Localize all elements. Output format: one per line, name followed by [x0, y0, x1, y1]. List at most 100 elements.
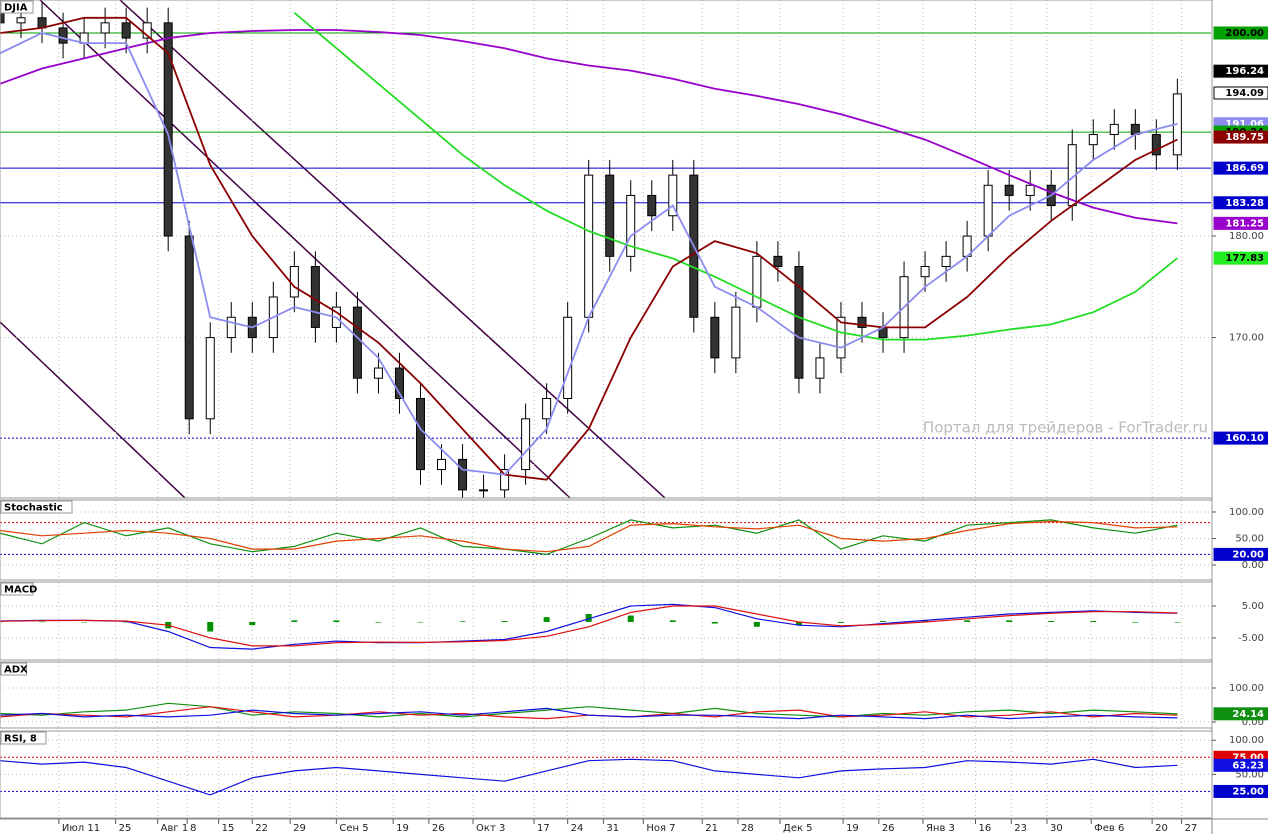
x-tick-label: 24	[571, 823, 584, 834]
watermark: Портал для трейдеров - ForTrader.ru	[923, 419, 1208, 437]
level-label: 24.14	[1232, 709, 1264, 720]
panel-title: MACD	[4, 585, 37, 596]
indicator-line	[0, 707, 1178, 720]
candle-body	[500, 469, 510, 491]
histogram-bar	[711, 621, 718, 624]
histogram-bar	[249, 621, 256, 626]
level-label-box	[1213, 758, 1268, 772]
candle-body	[205, 337, 215, 420]
level-label-box	[1213, 196, 1268, 210]
histogram-bar	[1132, 621, 1139, 623]
candle-body	[584, 174, 594, 318]
y-tick-label: 50.00	[1235, 769, 1264, 780]
candle-body	[710, 316, 720, 359]
histogram-bar	[753, 621, 760, 627]
histogram-bar	[81, 621, 88, 623]
panel-title-box	[0, 500, 73, 514]
candle-body	[794, 266, 804, 379]
trend-line	[0, 321, 186, 498]
histogram-bar	[795, 621, 802, 626]
panel-border	[0, 499, 1213, 581]
histogram-bar	[1174, 621, 1181, 623]
indicator-line	[0, 605, 1178, 647]
candle-body	[437, 458, 447, 471]
level-label: 160.10	[1225, 433, 1264, 444]
x-tick-label: 31	[606, 823, 619, 834]
candle-body	[0, 12, 5, 24]
histogram-bar	[1006, 620, 1013, 622]
candle-body	[226, 316, 236, 339]
y-tick-label: 180.00	[1229, 231, 1264, 242]
indicator-line	[0, 702, 1178, 718]
panel	[0, 0, 1211, 498]
level-label: 75.00	[1232, 752, 1264, 763]
level-label: 183.28	[1225, 198, 1264, 209]
candle-body	[857, 316, 867, 328]
indicator-line	[0, 603, 1178, 650]
level-label: 191.06	[1225, 119, 1264, 130]
indicator-line	[0, 519, 1178, 556]
panel	[0, 582, 1211, 660]
panel-border	[0, 581, 1213, 661]
candle-body	[16, 17, 26, 24]
histogram-bar	[1090, 621, 1097, 622]
x-tick-label: 16	[979, 823, 992, 834]
level-label: 25.00	[1232, 786, 1264, 797]
level-label-box	[1213, 707, 1268, 721]
y-tick-label: 0.00	[1242, 717, 1264, 728]
candle-body	[521, 418, 531, 471]
candle-body	[836, 316, 846, 359]
histogram-bar	[207, 621, 214, 632]
level-label-box	[1213, 130, 1268, 144]
level-label-box	[1213, 784, 1268, 798]
x-tick-label: 22	[255, 823, 268, 834]
x-tick-label: 25	[119, 823, 132, 834]
histogram-bar	[417, 621, 424, 623]
candle-body	[479, 489, 489, 492]
histogram-bar	[459, 621, 466, 622]
x-tick-label: 30	[1050, 823, 1063, 834]
x-tick-label: Июл 11	[62, 823, 100, 834]
candle-body	[626, 194, 636, 257]
candle-body	[1151, 134, 1161, 156]
histogram-bar	[964, 620, 971, 622]
candle-body	[1025, 184, 1035, 196]
x-tick-label: Фев 6	[1094, 823, 1124, 834]
x-tick-label: Авг 1	[161, 823, 189, 834]
histogram-bar	[922, 620, 929, 622]
histogram-bar	[627, 615, 634, 622]
histogram-bar	[39, 621, 46, 623]
level-label: 181.25	[1225, 218, 1264, 229]
x-tick-label: 8	[190, 823, 196, 834]
panel-title-box	[0, 0, 34, 14]
level-label: 196.24	[1225, 66, 1264, 77]
candle-body	[394, 367, 404, 400]
x-tick-label: Дек 5	[783, 823, 813, 834]
candle-body	[941, 255, 951, 268]
level-label: 63.23	[1232, 760, 1264, 771]
indicator-line	[0, 758, 1178, 796]
panel	[0, 500, 1211, 580]
histogram-bar	[291, 620, 298, 622]
candle-body	[983, 184, 993, 237]
y-tick-label: 100.00	[1229, 735, 1264, 746]
x-tick-label: 15	[222, 823, 235, 834]
candle-body	[1004, 184, 1014, 196]
y-tick-label: 100.00	[1229, 507, 1264, 518]
candle-body	[121, 22, 131, 39]
panel-title-box	[0, 582, 34, 596]
x-tick-label: Янв 3	[926, 823, 955, 834]
candle-body	[647, 194, 657, 217]
x-tick-label: Сен 5	[339, 823, 368, 834]
indicator-line	[0, 520, 1178, 553]
level-label-box	[1213, 64, 1268, 78]
y-tick-label: 0.00	[1242, 560, 1264, 571]
candle-body	[563, 316, 573, 400]
level-label: 194.09	[1225, 88, 1264, 99]
x-tick-label: 20	[1155, 823, 1168, 834]
level-label: 200.00	[1225, 28, 1264, 39]
candle-body	[415, 398, 425, 471]
